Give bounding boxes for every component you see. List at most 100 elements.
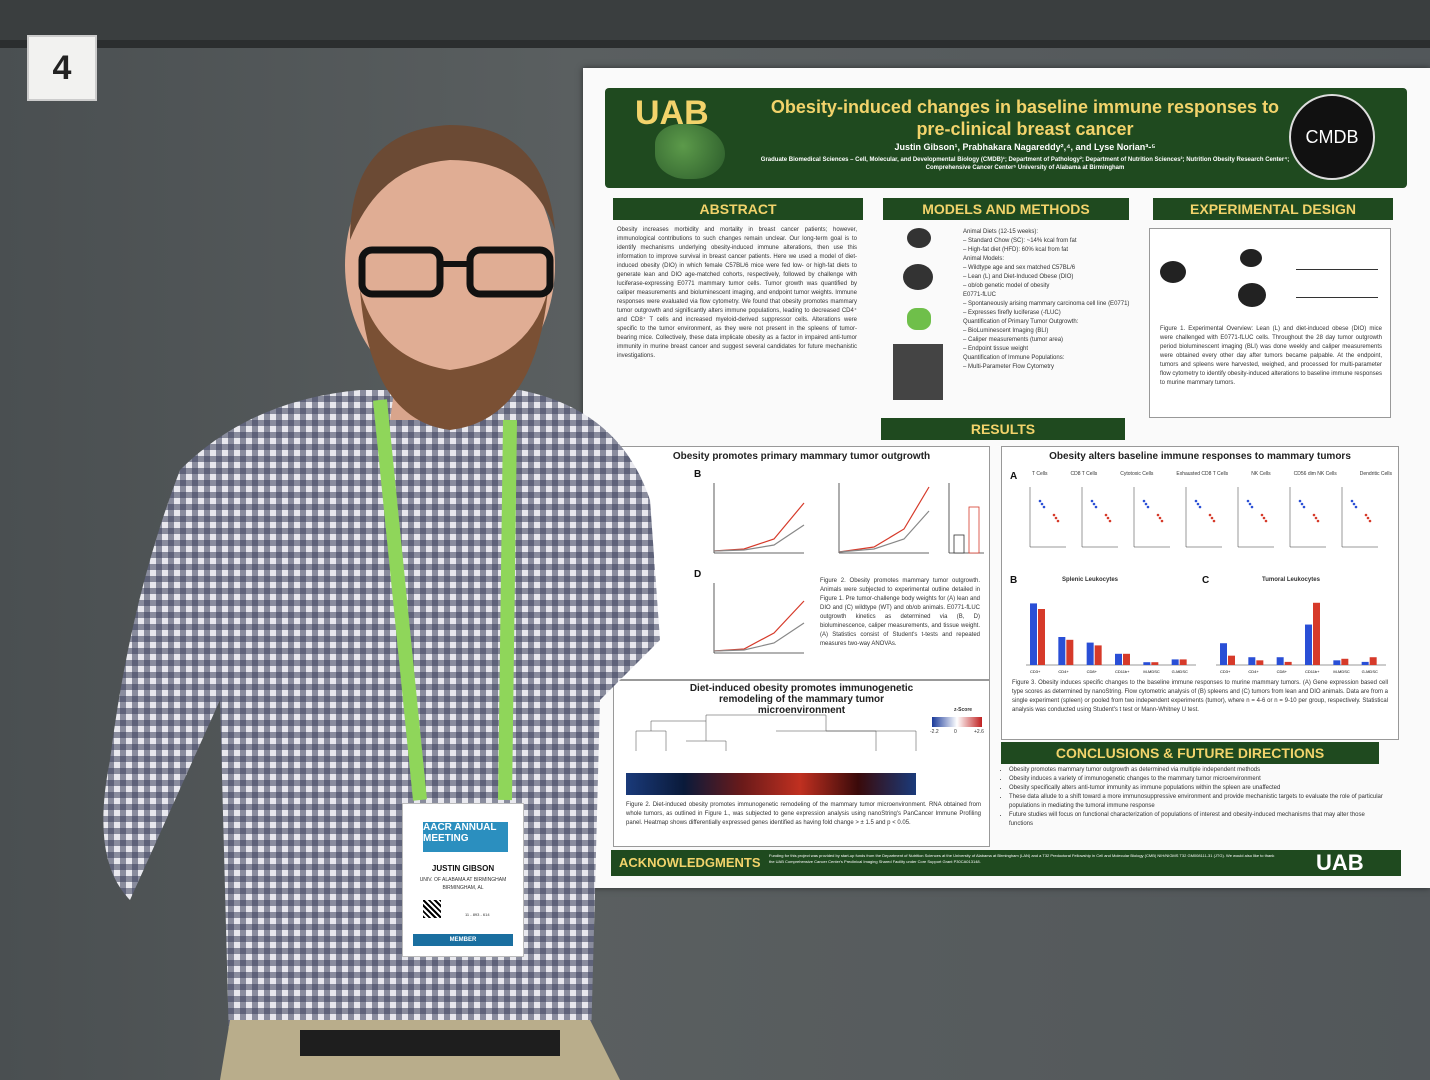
bar: [1362, 662, 1369, 665]
score-point: [1053, 514, 1056, 517]
conclusions-header: CONCLUSIONS & FUTURE DIRECTIONS: [1001, 742, 1379, 764]
name-badge: AACR ANNUAL MEETING JUSTIN GIBSON UNIV. …: [402, 803, 524, 957]
score-point: [1199, 506, 1202, 509]
bar: [1115, 654, 1122, 665]
badge-member-label: MEMBER: [413, 934, 513, 946]
bar: [1333, 660, 1340, 665]
board-number: 4: [27, 35, 97, 101]
bar-category-label: M-MDSC: [1143, 669, 1160, 674]
bar: [1248, 657, 1255, 665]
heatmap-box: Diet-induced obesity promotes immunogene…: [613, 680, 990, 847]
score-point: [1301, 503, 1304, 506]
heatmap-strip: [626, 773, 916, 795]
cell-label: CD56 dim NK Cells: [1294, 471, 1337, 485]
score-point: [1041, 503, 1044, 506]
score-point: [1213, 520, 1216, 523]
timeline-diagram: [1156, 239, 1384, 319]
zscore-mid: 0: [954, 729, 957, 735]
acknowledgments-text: Funding for this project was provided by…: [769, 853, 1279, 865]
cell-label: CD8 T Cells: [1070, 471, 1097, 485]
score-point: [1313, 514, 1316, 517]
panel-b-right: B: [1010, 575, 1017, 586]
score-point: [1261, 514, 1264, 517]
methods-line: – High-fat diet (HFD): 60% kcal from fat: [963, 246, 1138, 255]
acknowledgments-header: ACKNOWLEDGMENTS: [619, 855, 761, 870]
bar: [1277, 657, 1284, 665]
methods-line: – BioLuminescent Imaging (BLI): [963, 327, 1138, 336]
bar: [1313, 603, 1320, 665]
figure1-caption: Figure 1. Experimental Overview: Lean (L…: [1160, 325, 1382, 388]
score-point: [1249, 503, 1252, 506]
methods-line: – Wildtype age and sex matched C57BL/6: [963, 264, 1138, 273]
poster-title: Obesity-induced changes in baseline immu…: [755, 96, 1295, 140]
poster-header: UAB Obesity-induced changes in baseline …: [605, 88, 1407, 188]
bar: [1143, 662, 1150, 665]
figure2-caption: Figure 2. Obesity promotes mammary tumor…: [820, 577, 980, 649]
methods-line: Quantification of Primary Tumor Outgrowt…: [963, 318, 1138, 327]
mouse-icon: [1238, 283, 1266, 307]
score-point: [1145, 503, 1148, 506]
score-point: [1211, 517, 1214, 520]
score-point: [1263, 517, 1266, 520]
tumoral-title: Tumoral Leukocytes: [1262, 577, 1320, 583]
bar: [1030, 603, 1037, 665]
results-right-title: Obesity alters baseline immune responses…: [1002, 451, 1398, 462]
score-point: [1265, 520, 1268, 523]
acknowledgments-bar: ACKNOWLEDGMENTS Funding for this project…: [611, 850, 1401, 876]
badge-id: 11 - 893 - 614: [465, 912, 490, 917]
conclusion-item: Obesity induces a variety of immunogenet…: [1009, 775, 1389, 784]
methods-line: – Spontaneously arising mammary carcinom…: [963, 300, 1138, 309]
cell-label: Cytotoxic Cells: [1120, 471, 1153, 485]
qr-code-icon: [423, 900, 441, 918]
score-point: [1161, 520, 1164, 523]
score-point: [1367, 517, 1370, 520]
bar-category-label: G-MDSC: [1362, 669, 1378, 674]
mouse-lean-icon: [907, 228, 931, 248]
splenic-title: Splenic Leukocytes: [1062, 577, 1118, 583]
cell-label: T Cells: [1032, 471, 1047, 485]
bar: [1123, 654, 1130, 665]
figure3-caption: Figure 3. Obesity induces specific chang…: [1012, 679, 1388, 715]
bar: [1220, 643, 1227, 665]
score-point: [1143, 500, 1146, 503]
results-left-title: Obesity promotes primary mammary tumor o…: [614, 451, 989, 462]
methods-header: MODELS AND METHODS: [883, 198, 1129, 220]
score-point: [1105, 514, 1108, 517]
badge-org: UNIV. OF ALABAMA AT BIRMINGHAM BIRMINGHA…: [403, 876, 523, 892]
score-point: [1317, 520, 1320, 523]
abstract-text: Obesity increases morbidity and mortalit…: [617, 226, 857, 416]
cell-score-plots: [1022, 487, 1392, 557]
bar-category-label: CD8+: [1277, 669, 1288, 674]
poster-authors: Justin Gibson¹, Prabhakara Nagareddy²,⁴,…: [755, 142, 1295, 152]
uab-footer-logo: UAB: [1316, 850, 1364, 876]
methods-line: – Caliper measurements (tumor area): [963, 336, 1138, 345]
board-frame: [0, 40, 1430, 48]
heatmap-caption: Figure 2. Diet-induced obesity promotes …: [626, 801, 981, 828]
zscore-colorbar: [932, 717, 982, 727]
score-point: [1315, 517, 1318, 520]
bar: [1256, 660, 1263, 665]
score-point: [1093, 503, 1096, 506]
bar: [1151, 662, 1158, 665]
methods-line: – Standard Chow (SC): ~14% kcal from fat: [963, 237, 1138, 246]
cell-label: Exhausted CD8 T Cells: [1176, 471, 1228, 485]
score-point: [1157, 514, 1160, 517]
bar: [1095, 645, 1102, 665]
bar: [1058, 637, 1065, 665]
methods-line: – Multi-Parameter Flow Cytometry: [963, 363, 1138, 372]
methods-line: Quantification of Immune Populations:: [963, 354, 1138, 363]
mouse-icon: [1160, 261, 1186, 283]
bli-plot-2: [714, 583, 804, 653]
score-point: [1107, 517, 1110, 520]
bar-category-label: M-MDSC: [1333, 669, 1350, 674]
zscore-max: +2.6: [974, 729, 984, 735]
bar: [1228, 656, 1235, 665]
methods-line: Animal Models:: [963, 255, 1138, 264]
score-point: [1055, 517, 1058, 520]
methods-icons: [893, 226, 943, 406]
methods-line: – Lean (L) and Diet-Induced Obese (DIO): [963, 273, 1138, 282]
score-point: [1095, 506, 1098, 509]
conclusion-item: These data allude to a shift toward a mo…: [1009, 793, 1389, 811]
score-point: [1147, 506, 1150, 509]
bar: [1370, 657, 1377, 665]
